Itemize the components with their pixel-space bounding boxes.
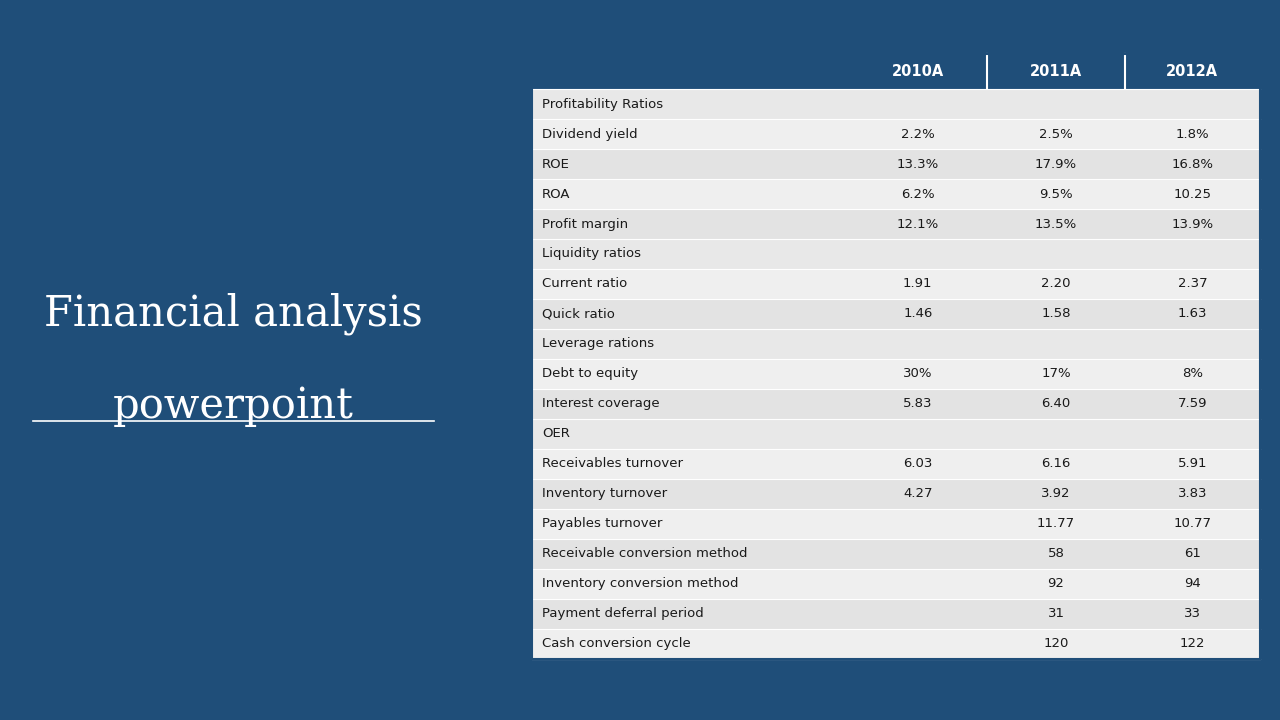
- Bar: [532, 359, 1260, 389]
- Text: 5.91: 5.91: [1178, 457, 1207, 470]
- Text: 2.5%: 2.5%: [1039, 127, 1073, 140]
- Text: Profitability Ratios: Profitability Ratios: [541, 98, 663, 111]
- Text: 2.37: 2.37: [1178, 277, 1207, 290]
- Text: 6.16: 6.16: [1042, 457, 1070, 470]
- Text: 1.8%: 1.8%: [1175, 127, 1210, 140]
- Text: 2010A: 2010A: [892, 64, 943, 79]
- Bar: [532, 479, 1260, 509]
- Text: Receivable conversion method: Receivable conversion method: [541, 547, 748, 560]
- Bar: [532, 119, 1260, 149]
- Text: 3.83: 3.83: [1178, 487, 1207, 500]
- Text: powerpoint: powerpoint: [113, 385, 355, 427]
- Text: 94: 94: [1184, 577, 1201, 590]
- Text: Receivables turnover: Receivables turnover: [541, 457, 684, 470]
- Text: Current ratio: Current ratio: [541, 277, 627, 290]
- Text: 3.92: 3.92: [1041, 487, 1071, 500]
- Text: Quick ratio: Quick ratio: [541, 307, 614, 320]
- Bar: [532, 54, 1260, 659]
- Bar: [532, 209, 1260, 239]
- Text: 6.03: 6.03: [904, 457, 932, 470]
- Bar: [532, 149, 1260, 179]
- Text: 16.8%: 16.8%: [1171, 158, 1213, 171]
- Bar: [532, 389, 1260, 419]
- Text: 11.77: 11.77: [1037, 518, 1075, 531]
- Text: 2.2%: 2.2%: [901, 127, 934, 140]
- Text: 10.77: 10.77: [1174, 518, 1211, 531]
- Text: 122: 122: [1180, 637, 1206, 650]
- Text: 9.5%: 9.5%: [1039, 187, 1073, 201]
- Text: 8%: 8%: [1181, 367, 1203, 380]
- Bar: [532, 89, 1260, 119]
- Text: 1.91: 1.91: [902, 277, 933, 290]
- Text: Dividend yield: Dividend yield: [541, 127, 637, 140]
- Bar: [532, 269, 1260, 299]
- Text: Payment deferral period: Payment deferral period: [541, 608, 704, 621]
- Text: Debt to equity: Debt to equity: [541, 367, 639, 380]
- Text: Payables turnover: Payables turnover: [541, 518, 662, 531]
- Text: 6.40: 6.40: [1042, 397, 1070, 410]
- Text: 33: 33: [1184, 608, 1201, 621]
- Text: 12.1%: 12.1%: [897, 217, 940, 230]
- Text: Inventory turnover: Inventory turnover: [541, 487, 667, 500]
- Text: 7.59: 7.59: [1178, 397, 1207, 410]
- Text: 2011A: 2011A: [1030, 64, 1082, 79]
- Text: Interest coverage: Interest coverage: [541, 397, 659, 410]
- Text: ROA: ROA: [541, 187, 571, 201]
- Text: 17%: 17%: [1041, 367, 1071, 380]
- Bar: [532, 179, 1260, 209]
- Bar: [532, 299, 1260, 329]
- Text: 92: 92: [1047, 577, 1065, 590]
- Text: 13.5%: 13.5%: [1034, 217, 1076, 230]
- Bar: [532, 539, 1260, 569]
- Text: 6.2%: 6.2%: [901, 187, 934, 201]
- Text: 10.25: 10.25: [1174, 187, 1211, 201]
- Text: 13.3%: 13.3%: [897, 158, 940, 171]
- Text: 120: 120: [1043, 637, 1069, 650]
- Text: ROE: ROE: [541, 158, 570, 171]
- Text: Inventory conversion method: Inventory conversion method: [541, 577, 739, 590]
- Text: Leverage rations: Leverage rations: [541, 338, 654, 351]
- Bar: [532, 54, 1260, 89]
- Text: OER: OER: [541, 428, 570, 441]
- Bar: [532, 599, 1260, 629]
- Text: 1.63: 1.63: [1178, 307, 1207, 320]
- Text: Liquidity ratios: Liquidity ratios: [541, 248, 641, 261]
- Text: 4.27: 4.27: [902, 487, 933, 500]
- Text: 30%: 30%: [902, 367, 933, 380]
- Bar: [532, 419, 1260, 449]
- Text: Financial analysis: Financial analysis: [45, 292, 422, 335]
- Text: 5.83: 5.83: [902, 397, 933, 410]
- Text: 31: 31: [1047, 608, 1065, 621]
- Text: 2.20: 2.20: [1041, 277, 1071, 290]
- Text: Profit margin: Profit margin: [541, 217, 628, 230]
- Bar: [532, 239, 1260, 269]
- Text: 13.9%: 13.9%: [1171, 217, 1213, 230]
- Bar: [532, 509, 1260, 539]
- Bar: [532, 629, 1260, 659]
- Text: 1.58: 1.58: [1041, 307, 1071, 320]
- Text: 17.9%: 17.9%: [1036, 158, 1076, 171]
- Text: 58: 58: [1047, 547, 1065, 560]
- Text: 61: 61: [1184, 547, 1201, 560]
- Bar: [532, 329, 1260, 359]
- Bar: [532, 449, 1260, 479]
- Text: 2012A: 2012A: [1166, 64, 1219, 79]
- Text: 1.46: 1.46: [904, 307, 932, 320]
- Text: Cash conversion cycle: Cash conversion cycle: [541, 637, 691, 650]
- Bar: [532, 569, 1260, 599]
